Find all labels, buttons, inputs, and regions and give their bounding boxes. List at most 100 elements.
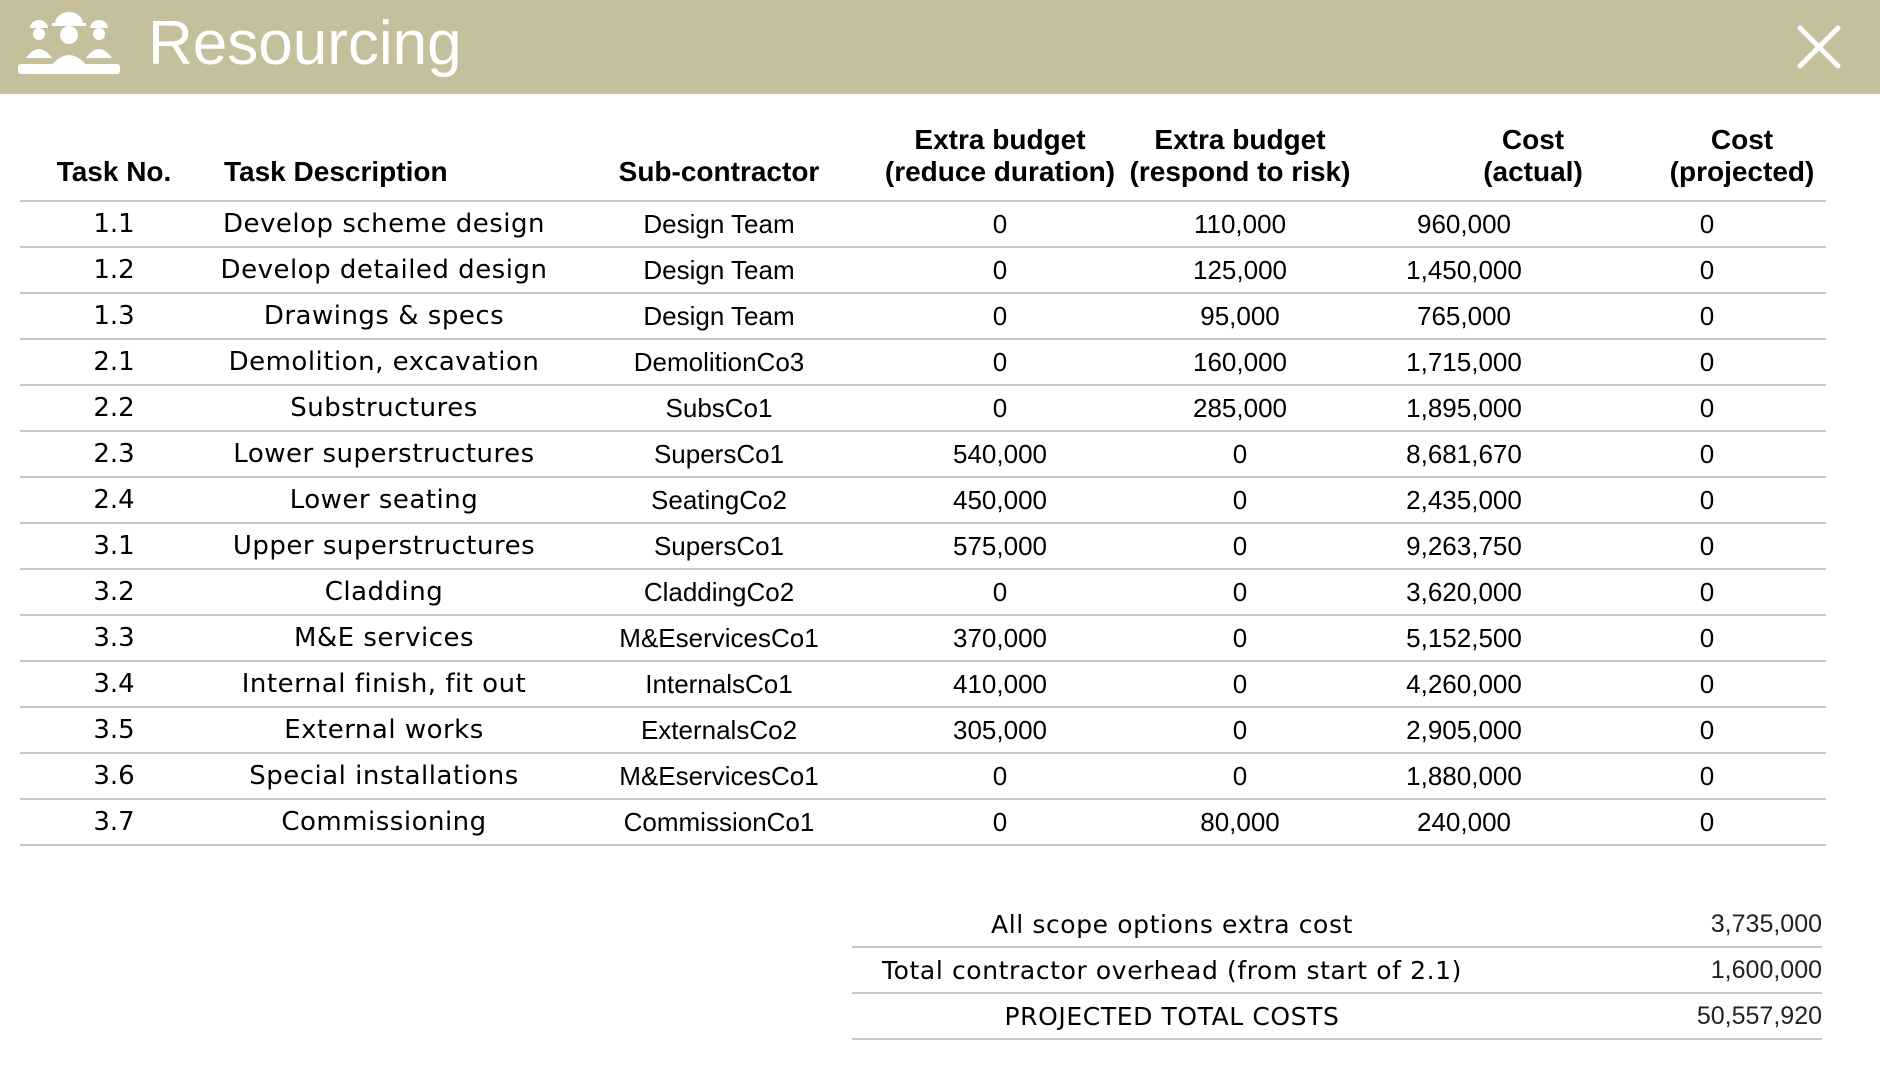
- extra-budget-risk-cell: 95,000: [1122, 293, 1358, 340]
- task-description-cell: Drawings & specs: [208, 293, 560, 340]
- table-row: 1.3 Drawings & specs Design Team 0 95,000 765…: [20, 293, 1826, 340]
- cost-projected-cell: 0: [1618, 431, 1826, 478]
- subcontractor-cell: Design Team: [560, 293, 878, 340]
- task-number-cell: 2.3: [20, 431, 208, 478]
- extra-budget-risk-cell: 285,000: [1122, 385, 1358, 432]
- task-description-cell: Cladding: [208, 569, 560, 616]
- task-number-cell: 1.3: [20, 293, 208, 340]
- cost-actual-cell: 2,905,000: [1358, 707, 1618, 754]
- task-description-cell: Special installations: [208, 753, 560, 800]
- task-number-cell: 3.1: [20, 523, 208, 570]
- summary-value: 1,600,000: [1492, 947, 1822, 994]
- summary-value: 50,557,920: [1492, 993, 1822, 1040]
- task-number-cell: 2.1: [20, 339, 208, 386]
- extra-budget-risk-cell: 0: [1122, 661, 1358, 708]
- extra-budget-risk-cell: 0: [1122, 707, 1358, 754]
- subcontractor-cell: CladdingCo2: [560, 569, 878, 616]
- cost-actual-cell: 4,260,000: [1358, 661, 1618, 708]
- cost-projected-cell: 0: [1618, 661, 1826, 708]
- task-number-cell: 2.2: [20, 385, 208, 432]
- extra-budget-reduce-cell: 450,000: [878, 477, 1122, 524]
- task-number-cell: 3.3: [20, 615, 208, 662]
- summary-row: PROJECTED TOTAL COSTS 50,557,920: [852, 993, 1822, 1040]
- extra-budget-reduce-cell: 0: [878, 201, 1122, 248]
- cost-actual-cell: 1,895,000: [1358, 385, 1618, 432]
- table-row: 2.4 Lower seating SeatingCo2 450,000 0 2,435,…: [20, 477, 1826, 524]
- column-header-subcontractor: Sub-contractor: [560, 124, 878, 202]
- task-number-cell: 3.2: [20, 569, 208, 616]
- table-row: 3.3 M&E services M&EservicesCo1 370,000 0 5,1…: [20, 615, 1826, 662]
- cost-projected-cell: 0: [1618, 523, 1826, 570]
- extra-budget-risk-cell: 0: [1122, 569, 1358, 616]
- table-row: 3.6 Special installations M&EservicesCo1 0 0…: [20, 753, 1826, 800]
- table-header-row: Task No. Task Description Sub-contractor…: [20, 124, 1826, 202]
- column-header-cost-actual: Cost (actual): [1358, 124, 1618, 202]
- subcontractor-cell: DemolitionCo3: [560, 339, 878, 386]
- task-description-cell: M&E services: [208, 615, 560, 662]
- summary-row: Total contractor overhead (from start of…: [852, 947, 1822, 994]
- extra-budget-reduce-cell: 0: [878, 247, 1122, 294]
- resourcing-table: Task No. Task Description Sub-contractor…: [20, 124, 1826, 846]
- cost-actual-cell: 3,620,000: [1358, 569, 1618, 616]
- task-number-cell: 3.5: [20, 707, 208, 754]
- extra-budget-risk-cell: 0: [1122, 615, 1358, 662]
- table-row: 3.2 Cladding CladdingCo2 0 0 3,620,000 0: [20, 569, 1826, 616]
- task-description-cell: Commissioning: [208, 799, 560, 846]
- cost-actual-cell: 1,715,000: [1358, 339, 1618, 386]
- task-number-cell: 3.6: [20, 753, 208, 800]
- extra-budget-reduce-cell: 0: [878, 799, 1122, 846]
- cost-actual-cell: 5,152,500: [1358, 615, 1618, 662]
- extra-budget-reduce-cell: 0: [878, 339, 1122, 386]
- extra-budget-reduce-cell: 0: [878, 569, 1122, 616]
- cost-actual-cell: 2,435,000: [1358, 477, 1618, 524]
- extra-budget-reduce-cell: 305,000: [878, 707, 1122, 754]
- cost-projected-cell: 0: [1618, 799, 1826, 846]
- task-description-cell: Upper superstructures: [208, 523, 560, 570]
- subcontractor-cell: SupersCo1: [560, 431, 878, 478]
- extra-budget-risk-cell: 0: [1122, 477, 1358, 524]
- table-row: 1.1 Develop scheme design Design Team 0 110,…: [20, 201, 1826, 248]
- task-description-cell: Develop scheme design: [208, 201, 560, 248]
- extra-budget-reduce-cell: 0: [878, 385, 1122, 432]
- task-number-cell: 2.4: [20, 477, 208, 524]
- subcontractor-cell: CommissionCo1: [560, 799, 878, 846]
- close-icon[interactable]: [1796, 24, 1842, 70]
- table-row: 3.5 External works ExternalsCo2 305,000 0 2,9…: [20, 707, 1826, 754]
- window-title: Resourcing: [148, 9, 462, 78]
- subcontractor-cell: Design Team: [560, 201, 878, 248]
- subcontractor-cell: M&EservicesCo1: [560, 615, 878, 662]
- table-row: 2.1 Demolition, excavation DemolitionCo3 0 1…: [20, 339, 1826, 386]
- task-number-cell: 3.4: [20, 661, 208, 708]
- table-row: 3.4 Internal finish, fit out InternalsCo1 4…: [20, 661, 1826, 708]
- extra-budget-reduce-cell: 370,000: [878, 615, 1122, 662]
- table-row: 1.2 Develop detailed design Design Team 0 12…: [20, 247, 1826, 294]
- cost-actual-cell: 240,000: [1358, 799, 1618, 846]
- cost-actual-cell: 8,681,670: [1358, 431, 1618, 478]
- task-number-cell: 1.2: [20, 247, 208, 294]
- subcontractor-cell: M&EservicesCo1: [560, 753, 878, 800]
- extra-budget-risk-cell: 0: [1122, 523, 1358, 570]
- extra-budget-risk-cell: 160,000: [1122, 339, 1358, 386]
- cost-projected-cell: 0: [1618, 339, 1826, 386]
- task-number-cell: 3.7: [20, 799, 208, 846]
- cost-projected-cell: 0: [1618, 247, 1826, 294]
- task-description-cell: Lower superstructures: [208, 431, 560, 478]
- extra-budget-reduce-cell: 0: [878, 753, 1122, 800]
- task-description-cell: Substructures: [208, 385, 560, 432]
- summary-body: All scope options extra cost 3,735,000 Tot…: [852, 902, 1822, 1040]
- cost-actual-cell: 1,880,000: [1358, 753, 1618, 800]
- subcontractor-cell: ExternalsCo2: [560, 707, 878, 754]
- table-row: 2.2 Substructures SubsCo1 0 285,000 1,895,000…: [20, 385, 1826, 432]
- table-body: 1.1 Develop scheme design Design Team 0 110,…: [20, 201, 1826, 846]
- table-row: 3.1 Upper superstructures SupersCo1 575,000…: [20, 523, 1826, 570]
- task-description-cell: Develop detailed design: [208, 247, 560, 294]
- column-header-cost-projected: Cost (projected): [1618, 124, 1826, 202]
- cost-projected-cell: 0: [1618, 615, 1826, 662]
- title-bar: Resourcing: [0, 0, 1880, 94]
- subcontractor-cell: SeatingCo2: [560, 477, 878, 524]
- table-row: 3.7 Commissioning CommissionCo1 0 80,000 240,…: [20, 799, 1826, 846]
- task-description-cell: External works: [208, 707, 560, 754]
- subcontractor-cell: Design Team: [560, 247, 878, 294]
- cost-actual-cell: 9,263,750: [1358, 523, 1618, 570]
- column-header-task-description: Task Description: [208, 124, 560, 202]
